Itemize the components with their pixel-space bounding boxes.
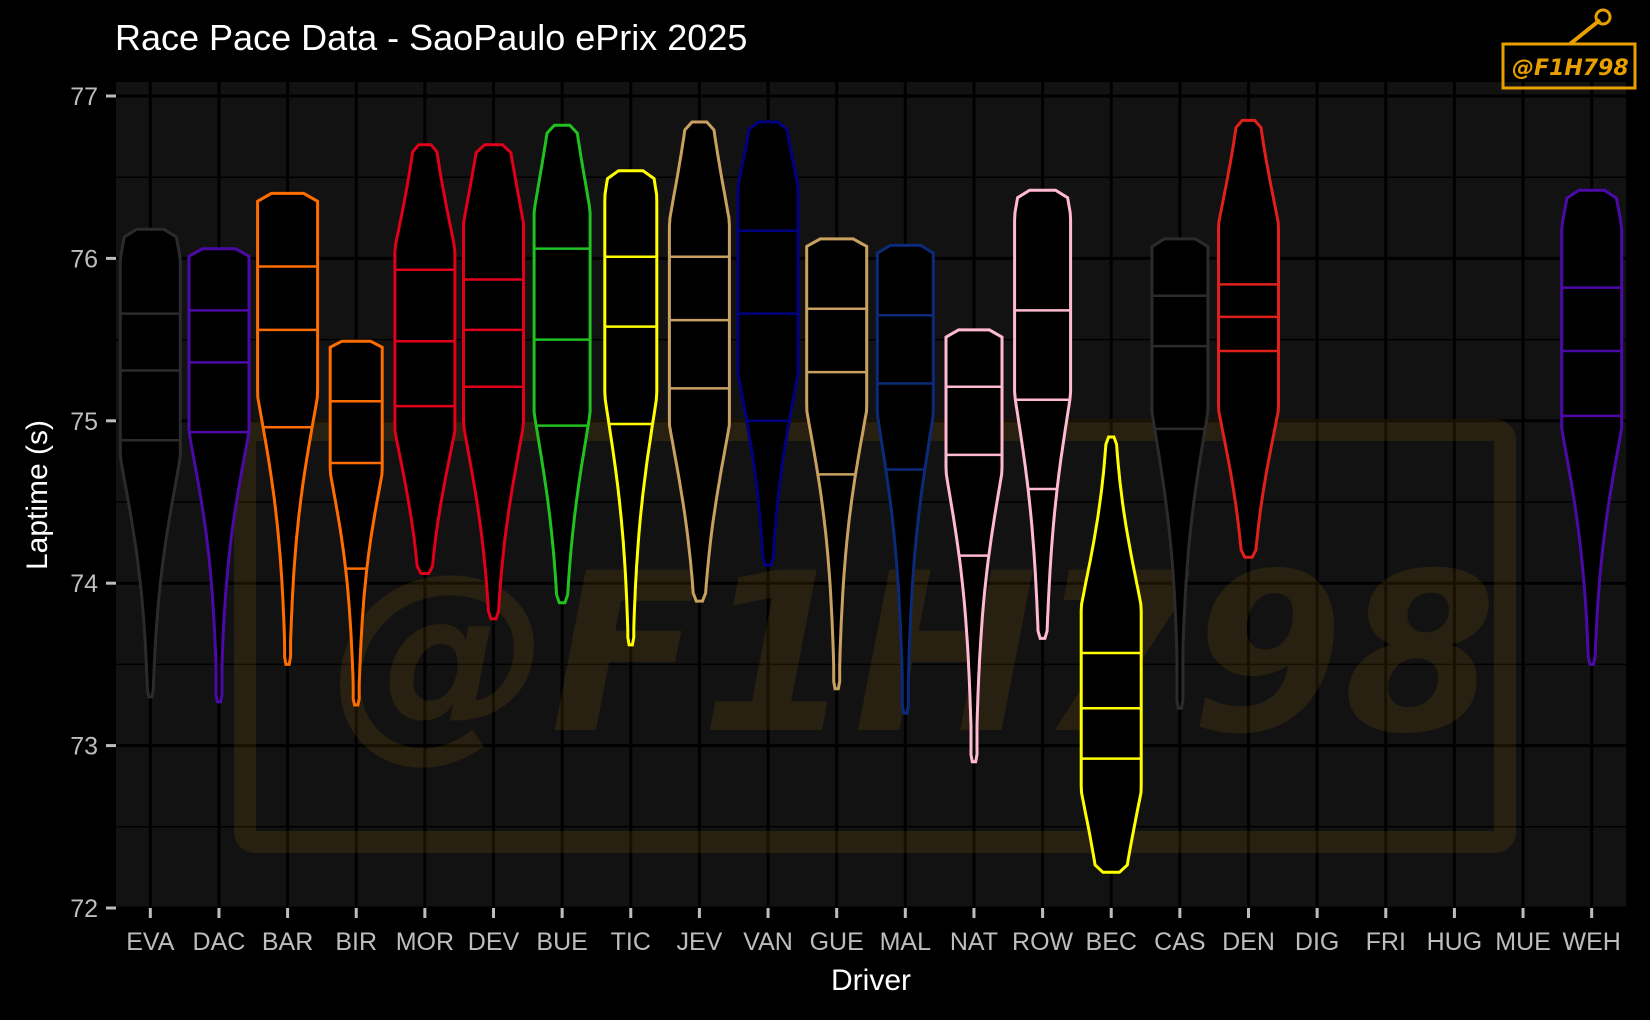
x-tick-label: BAR xyxy=(262,928,313,956)
x-tick-label: HUG xyxy=(1427,928,1483,956)
violin-van xyxy=(736,120,800,567)
x-axis-title: Driver xyxy=(831,964,911,997)
violin-outline xyxy=(393,143,457,575)
violin-outline xyxy=(944,328,1004,764)
y-tick-label: 75 xyxy=(70,408,98,436)
background-watermark: @F1H798 xyxy=(234,419,1516,853)
violin-eva xyxy=(118,227,182,699)
violin-mor xyxy=(393,143,457,575)
x-tick-label: EVA xyxy=(126,928,174,956)
x-tick-label: JEV xyxy=(676,928,722,956)
x-tick-label: DAC xyxy=(193,928,246,956)
violin-outline xyxy=(875,243,935,715)
x-tick-label: FRI xyxy=(1366,928,1406,956)
x-tick-label: DEN xyxy=(1222,928,1275,956)
violin-outline xyxy=(462,143,525,621)
x-tick-label: DIG xyxy=(1295,928,1339,956)
x-tick-label: TIC xyxy=(611,928,651,956)
x-tick-label: MUE xyxy=(1495,928,1551,956)
violin-outline xyxy=(1217,118,1280,559)
violin-cas xyxy=(1150,237,1210,710)
violin-bar xyxy=(256,191,320,666)
x-tick-label: BIR xyxy=(335,928,377,956)
x-tick-label: ROW xyxy=(1012,928,1074,956)
violin-nat xyxy=(944,328,1004,764)
x-tick-label: BEC xyxy=(1086,928,1137,956)
violin-dac xyxy=(187,247,251,704)
violin-bir xyxy=(328,339,384,707)
x-tick-label: CAS xyxy=(1154,928,1205,956)
y-axis-title: Laptime (s) xyxy=(21,420,54,570)
x-tick-label: MAL xyxy=(880,928,932,956)
violin-outline xyxy=(1150,237,1210,710)
x-tick-label: VAN xyxy=(743,928,793,956)
violin-outline xyxy=(532,123,592,605)
watermark-logo: @F1H798 xyxy=(1501,8,1637,90)
violin-series xyxy=(118,118,1624,874)
violin-den xyxy=(1217,118,1280,559)
x-tick-label: GUE xyxy=(810,928,864,956)
x-tick-label: NAT xyxy=(950,928,998,956)
violin-outline xyxy=(1079,435,1143,874)
violin-bue xyxy=(532,123,592,605)
violin-outline xyxy=(603,169,659,647)
chart-title: Race Pace Data - SaoPaulo ePrix 2025 xyxy=(115,17,747,58)
violin-outline xyxy=(667,120,731,603)
y-tick-label: 74 xyxy=(70,570,98,598)
y-tick-label: 77 xyxy=(70,83,98,111)
violin-gue xyxy=(805,237,869,691)
x-tick-label: WEH xyxy=(1563,928,1621,956)
x-axis: EVA DAC BAR BIR MOR DEV BUE TIC JEV VAN GUE MAL NAT R… xyxy=(126,908,1621,956)
violin-dev xyxy=(462,143,525,621)
x-tick-label: MOR xyxy=(396,928,454,956)
violin-outline xyxy=(1560,188,1624,666)
y-axis: 72 73 74 75 76 77 xyxy=(70,83,116,923)
y-tick-label: 72 xyxy=(70,895,98,923)
x-tick-label: BUE xyxy=(536,928,587,956)
violin-bec xyxy=(1079,435,1143,874)
x-tick-label: DEV xyxy=(468,928,520,956)
key-icon xyxy=(1568,18,1602,46)
violin-outline xyxy=(805,237,869,691)
violin-tic xyxy=(603,169,659,647)
violin-jev xyxy=(667,120,731,603)
violin-weh xyxy=(1560,188,1624,666)
violin-outline xyxy=(118,227,182,699)
violin-outline xyxy=(1013,188,1073,640)
y-tick-label: 73 xyxy=(70,733,98,761)
y-tick-label: 76 xyxy=(70,245,98,273)
violin-outline xyxy=(256,191,320,666)
violin-outline xyxy=(328,339,384,707)
violin-mal xyxy=(875,243,935,715)
violin-outline xyxy=(736,120,800,567)
watermark-logo-text: @F1H798 xyxy=(1512,56,1629,81)
violin-row xyxy=(1013,188,1073,640)
